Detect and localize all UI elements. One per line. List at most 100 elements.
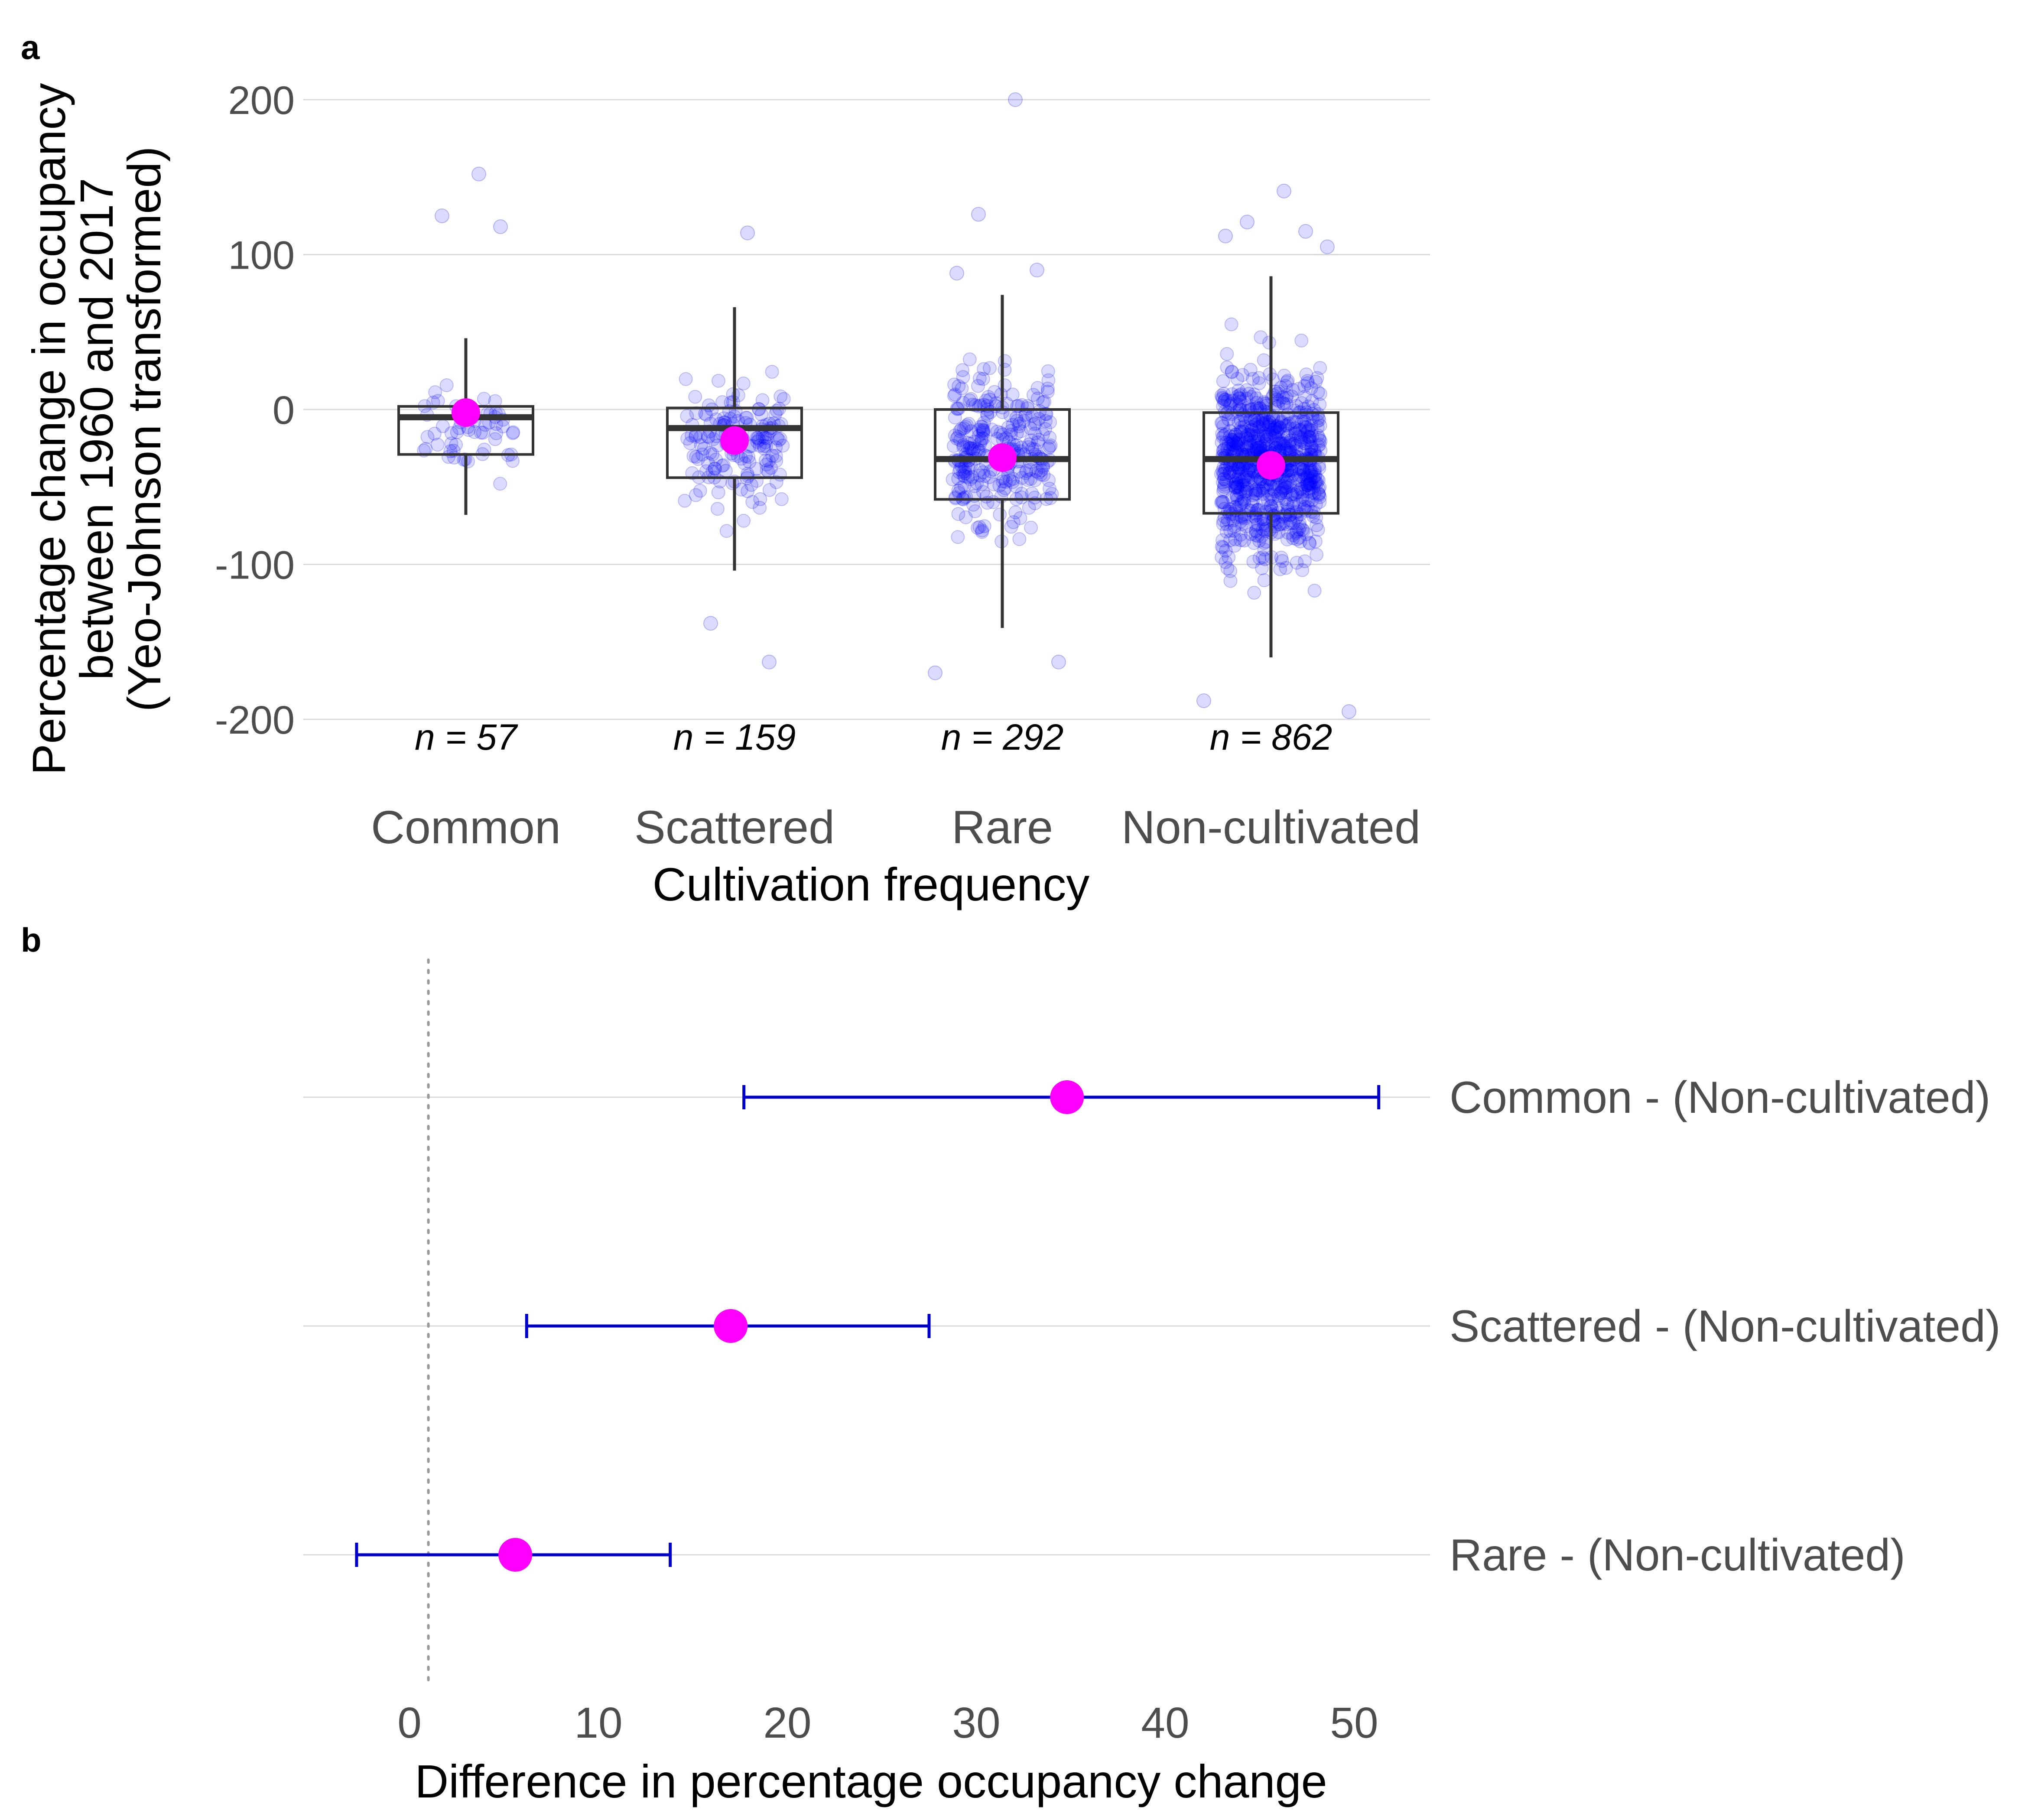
jitter-point [956,438,971,452]
jitter-point [753,500,767,515]
jitter-point [972,468,987,483]
jitter-point [1274,437,1288,451]
jitter-point [1271,426,1285,440]
jitter-point [1310,476,1324,491]
jitter-point [1290,485,1304,499]
jitter-point [957,491,972,505]
sample-size-label: n = 292 [941,717,1064,757]
jitter-point [1302,477,1316,491]
jitter-point [956,465,970,479]
jitter-point [719,524,734,538]
jitter-point [772,433,786,447]
jitter-point [727,410,741,424]
outlier-point [435,208,449,224]
jitter-point [1300,435,1314,449]
jitter-point [1313,434,1328,448]
jitter-point [1292,497,1306,512]
jitter-point [1012,532,1027,546]
jitter-point [977,469,991,483]
jitter-point [1239,391,1254,406]
jitter-point [962,437,977,451]
jitter-point [753,492,767,506]
jitter-point [1289,471,1303,486]
jitter-point [1217,429,1231,443]
jitter-point [1242,400,1256,415]
jitter-point [1313,419,1327,433]
jitter-point [1012,419,1026,433]
jitter-point [975,525,989,539]
jitter-point [1225,433,1240,447]
panel-a-y-tick-labels: 200 100 0 -100 -200 [215,78,295,742]
panel-b-x-tick-labels: 0 10 20 30 40 50 [397,1699,1378,1747]
jitter-point [1279,397,1294,411]
comparison-label: Common - (Non-cultivated) [1450,1072,1990,1123]
jitter-point [1256,550,1270,564]
jitter-point [1278,481,1293,495]
outlier-point [703,616,718,631]
jitter-point [1292,473,1306,488]
jitter-point [1220,442,1235,456]
jitter-point [1014,424,1028,439]
jitter-point [1276,396,1290,410]
jitter-point [1242,473,1255,487]
jitter-point [1216,495,1231,510]
jitter-point [1301,425,1315,439]
category-label: Common [371,801,561,853]
jitter-point [701,456,715,470]
jitter-point [1218,392,1232,406]
jitter-point [968,479,982,493]
jitter-point [1295,523,1310,536]
jitter-point [1012,417,1027,431]
jitter-point [1043,438,1058,452]
jitter-point [965,397,980,412]
jitter-point [975,422,990,437]
jitter-point [955,381,969,396]
jitter-point [1006,515,1020,529]
jitter-point [758,453,773,468]
jitter-point [1246,488,1260,502]
jitter-point [946,472,960,487]
jitter-point [1219,436,1233,450]
jitter-point [1026,388,1040,402]
jitter-point [1227,539,1242,553]
jitter-point [741,469,755,483]
jitter-point [1248,419,1262,433]
jitter-point [1216,391,1230,406]
jitter-point [1256,413,1270,428]
jitter-point [449,438,463,452]
jitter-point [1227,417,1242,432]
jitter-point [1231,437,1245,452]
jitter-point [1219,555,1233,569]
jitter-point [1228,428,1243,442]
jitter-point [1274,486,1288,500]
jitter-point [1294,435,1308,448]
jitter-point [1310,420,1325,434]
jitter-point [1241,427,1255,442]
jitter-point [1022,500,1036,515]
jitter-point [1290,486,1304,500]
jitter-point [1302,481,1316,496]
jitter-point [1268,484,1282,498]
jitter-point [1250,400,1264,415]
jitter-point [1256,417,1270,432]
panel-a-gridlines [303,99,1430,720]
jitter-point [468,425,482,439]
mean-point [720,426,749,455]
jitter-point [1243,403,1257,418]
jitter-point [1041,441,1056,455]
jitter-point [978,439,992,453]
jitter-point [1298,479,1312,494]
jitter-point [996,427,1010,442]
jitter-point [694,438,708,452]
jitter-point [1220,347,1234,361]
jitter-point [1249,442,1264,456]
jitter-point [1265,425,1280,439]
jitter-point [1300,376,1315,390]
jitter-point [1254,529,1269,543]
jitter-point [1247,585,1261,600]
jitter-point [1300,374,1315,388]
jitter-point [1280,418,1294,432]
jitter-point [1228,469,1242,484]
jitter-point [1280,374,1295,388]
jitter-point [1234,527,1248,542]
